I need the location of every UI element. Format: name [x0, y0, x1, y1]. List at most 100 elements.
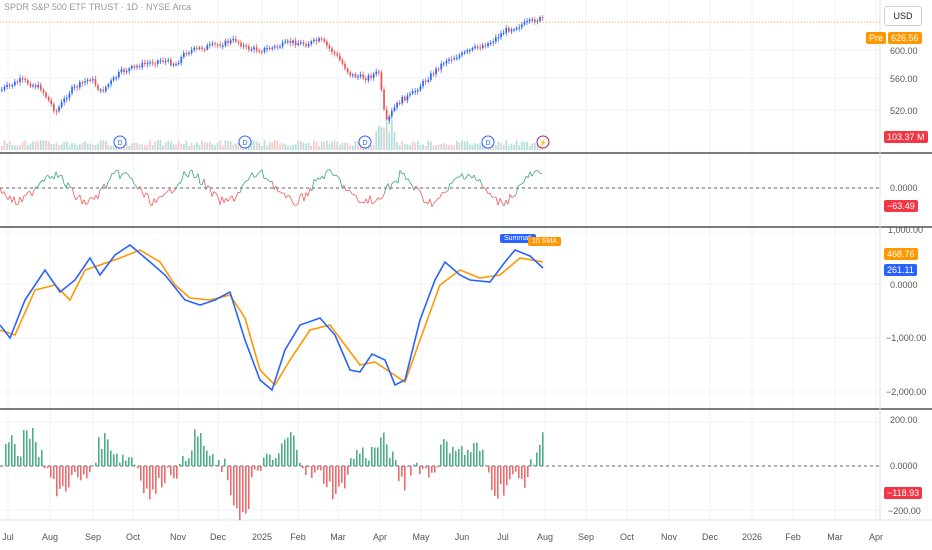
osc-line — [157, 196, 161, 199]
time-axis-label[interactable]: Aug — [42, 532, 58, 542]
hist-bar — [347, 466, 349, 475]
hist-bar — [89, 466, 91, 473]
currency-button[interactable]: USD — [884, 6, 922, 26]
volume-bar — [336, 141, 339, 150]
candle — [440, 63, 443, 70]
candle — [63, 98, 66, 103]
time-axis-label[interactable]: Mar — [827, 532, 843, 542]
time-axis-label[interactable]: Mar — [330, 532, 346, 542]
time-axis-label[interactable]: Dec — [702, 532, 719, 542]
volume-bar — [372, 144, 375, 150]
candle — [115, 77, 118, 79]
osc-line — [415, 185, 419, 190]
osc-line — [81, 199, 85, 205]
candle — [6, 84, 8, 87]
candle — [8, 84, 11, 86]
hist-axis-tick: −200.00 — [888, 506, 921, 516]
time-axis-label[interactable]: Oct — [126, 532, 141, 542]
time-axis-label[interactable]: Jul — [497, 532, 509, 542]
volume-bar — [112, 145, 115, 150]
candle — [294, 40, 297, 46]
volume-bar — [71, 142, 73, 150]
volume-bar — [461, 140, 463, 150]
volume-bar — [307, 142, 310, 150]
chart-title[interactable]: SPDR S&P 500 ETF TRUST · 1D · NYSE Arca — [4, 2, 192, 12]
volume-bar — [450, 144, 453, 150]
osc-line — [133, 183, 137, 187]
osc-line — [181, 171, 185, 180]
candle — [21, 78, 24, 80]
sma-tag[interactable]: 10 SMA — [528, 237, 561, 246]
osc-line — [231, 195, 235, 202]
time-axis-label[interactable]: Sep — [85, 532, 101, 542]
osc-line — [375, 197, 379, 201]
osc-line — [323, 172, 327, 179]
hist-bar — [521, 466, 523, 480]
time-axis-label[interactable]: Nov — [661, 532, 678, 542]
summation-tag[interactable]: Summati — [500, 234, 536, 243]
candle — [128, 68, 131, 72]
candle — [16, 81, 19, 83]
candle — [136, 66, 138, 68]
volume-bar — [164, 141, 167, 150]
volume-bar — [383, 127, 385, 150]
time-axis-label[interactable]: Oct — [620, 532, 635, 542]
osc-line — [325, 169, 329, 173]
osc-line — [39, 179, 43, 184]
candle — [289, 40, 292, 43]
time-axis-label[interactable]: Apr — [869, 532, 883, 542]
volume-bar — [255, 141, 258, 150]
volume-bar — [128, 145, 131, 150]
volume-bar — [505, 140, 508, 150]
volume-bar — [333, 140, 336, 150]
osc-line — [3, 191, 7, 197]
time-axis-label[interactable]: Nov — [170, 532, 187, 542]
volume-bar — [313, 140, 315, 150]
osc-line — [455, 176, 459, 179]
osc-line — [483, 188, 487, 190]
time-axis-label[interactable]: Sep — [578, 532, 594, 542]
osc-line — [501, 202, 505, 207]
hist-bar — [251, 466, 253, 478]
hist-bar — [185, 460, 187, 466]
volume-bar — [297, 140, 300, 150]
volume-bar — [172, 143, 175, 150]
time-axis-label[interactable]: Jul — [2, 532, 14, 542]
time-axis-label[interactable]: Jun — [455, 532, 470, 542]
volume-bar — [352, 145, 354, 150]
time-axis-label[interactable]: Aug — [537, 532, 553, 542]
osc-line — [183, 171, 187, 175]
hist-bar — [179, 463, 181, 466]
candle — [401, 96, 404, 104]
osc-line — [47, 175, 51, 179]
time-axis-label[interactable]: Feb — [785, 532, 801, 542]
hist-bar — [542, 432, 544, 466]
time-axis-label[interactable]: May — [412, 532, 430, 542]
time-axis-label[interactable]: Dec — [210, 532, 227, 542]
volume-bar — [141, 144, 144, 150]
osc-line — [61, 175, 65, 184]
osc-line — [437, 197, 441, 200]
volume-bar — [502, 144, 505, 150]
volume-bar — [47, 141, 50, 150]
osc-line — [319, 176, 323, 180]
volume-bar — [188, 145, 190, 150]
candle — [453, 58, 456, 60]
time-axis-label[interactable]: 2025 — [252, 532, 272, 542]
volume-bar — [159, 140, 162, 150]
hist-bar — [239, 466, 241, 521]
osc-line — [109, 173, 113, 180]
osc-line — [15, 203, 19, 206]
osc-line — [387, 183, 391, 191]
hist-bar — [104, 432, 106, 466]
osc-line — [495, 196, 499, 206]
candle — [344, 63, 346, 69]
time-axis-label[interactable]: Apr — [373, 532, 387, 542]
time-axis-label[interactable]: Feb — [290, 532, 306, 542]
time-axis-label[interactable]: 2026 — [742, 532, 762, 542]
volume-bar — [284, 143, 287, 150]
hist-bar — [173, 466, 175, 479]
hist-bar — [266, 453, 268, 466]
hist-bar — [47, 466, 49, 469]
